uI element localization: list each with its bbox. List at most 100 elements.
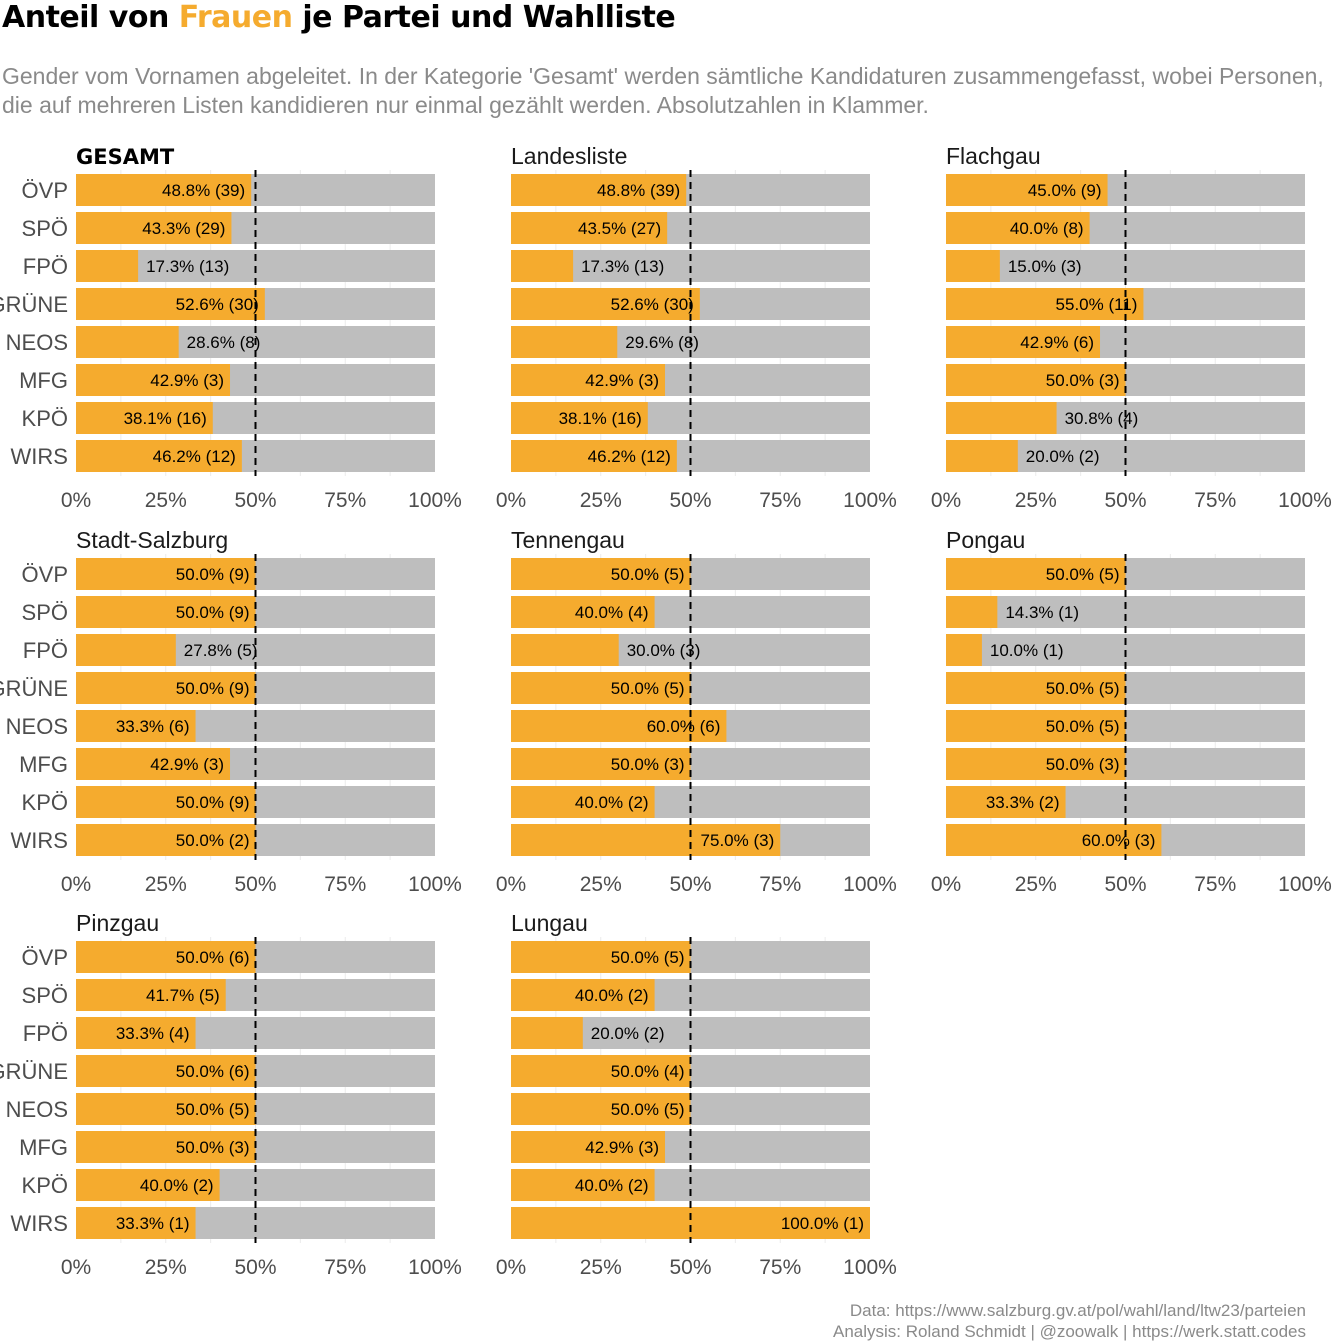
bar-women-pinzgau-grüne xyxy=(76,1055,256,1087)
value-label-pinzgau-wirs: 33.3% (1) xyxy=(116,1214,190,1233)
y-tick-label: KPÖ xyxy=(22,406,68,431)
bar-women-gesamt-grüne xyxy=(76,288,265,320)
bar-women-pongau-spö xyxy=(946,596,998,628)
value-label-lungau-spö: 40.0% (2) xyxy=(575,986,649,1005)
value-label-landesliste-övp: 48.8% (39) xyxy=(597,181,680,200)
value-label-tennengau-neos: 60.0% (6) xyxy=(647,717,721,736)
value-label-gesamt-fpö: 17.3% (13) xyxy=(146,257,229,276)
bar-women-pongau-grüne xyxy=(946,672,1126,704)
chart-title: Anteil von Frauen je Partei und Wahllist… xyxy=(2,0,676,35)
value-label-stadt-salzburg-spö: 50.0% (9) xyxy=(176,603,250,622)
y-tick-label: GRÜNE xyxy=(0,292,68,317)
value-label-landesliste-mfg: 42.9% (3) xyxy=(585,371,659,390)
value-label-flachgau-kpö: 30.8% (4) xyxy=(1065,409,1139,428)
value-label-stadt-salzburg-neos: 33.3% (6) xyxy=(116,717,190,736)
value-label-pinzgau-kpö: 40.0% (2) xyxy=(140,1176,214,1195)
x-tick-label: 25% xyxy=(1015,873,1057,896)
value-label-pongau-övp: 50.0% (5) xyxy=(1046,565,1120,584)
bar-women-lungau-neos xyxy=(511,1093,691,1125)
bar-women-pongau-kpö xyxy=(946,786,1066,818)
value-label-pinzgau-mfg: 50.0% (3) xyxy=(176,1138,250,1157)
x-tick-label: 0% xyxy=(496,1256,526,1279)
value-label-tennengau-grüne: 50.0% (5) xyxy=(611,679,685,698)
bar-women-pinzgau-kpö xyxy=(76,1169,220,1201)
bar-women-gesamt-mfg xyxy=(76,364,231,396)
bar-women-landesliste-wirs xyxy=(511,440,677,472)
bar-women-landesliste-mfg xyxy=(511,364,666,396)
bar-women-stadt-salzburg-neos xyxy=(76,710,196,742)
value-label-tennengau-mfg: 50.0% (3) xyxy=(611,755,685,774)
value-label-pinzgau-övp: 50.0% (6) xyxy=(176,948,250,967)
bar-women-tennengau-wirs xyxy=(511,824,781,856)
y-tick-label: SPÖ xyxy=(22,983,68,1008)
value-label-lungau-wirs: 100.0% (1) xyxy=(781,1214,864,1233)
value-label-tennengau-wirs: 75.0% (3) xyxy=(701,831,775,850)
value-label-lungau-övp: 50.0% (5) xyxy=(611,948,685,967)
bar-women-pinzgau-fpö xyxy=(76,1017,196,1049)
bar-women-stadt-salzburg-wirs xyxy=(76,824,256,856)
bar-women-lungau-grüne xyxy=(511,1055,691,1087)
x-tick-label: 100% xyxy=(1278,873,1332,896)
value-label-flachgau-wirs: 20.0% (2) xyxy=(1026,447,1100,466)
y-tick-label: GRÜNE xyxy=(0,1059,68,1084)
y-tick-label: MFG xyxy=(19,368,68,393)
chart-caption: Data: https://www.salzburg.gv.at/pol/wah… xyxy=(833,1300,1306,1342)
bar-women-pongau-fpö xyxy=(946,634,982,666)
value-label-flachgau-fpö: 15.0% (3) xyxy=(1008,257,1082,276)
value-label-flachgau-mfg: 50.0% (3) xyxy=(1046,371,1120,390)
y-tick-label: FPÖ xyxy=(23,254,68,279)
y-tick-label: FPÖ xyxy=(23,1021,68,1046)
y-tick-label: KPÖ xyxy=(22,790,68,815)
bar-women-tennengau-spö xyxy=(511,596,655,628)
bar-women-pinzgau-neos xyxy=(76,1093,256,1125)
value-label-gesamt-övp: 48.8% (39) xyxy=(162,181,245,200)
y-tick-label: SPÖ xyxy=(22,600,68,625)
bar-women-pongau-mfg xyxy=(946,748,1126,780)
x-tick-label: 75% xyxy=(759,873,801,896)
bar-women-tennengau-fpö xyxy=(511,634,619,666)
bar-women-tennengau-mfg xyxy=(511,748,691,780)
y-tick-label: NEOS xyxy=(6,330,68,355)
bar-women-gesamt-övp xyxy=(76,174,252,206)
bar-women-tennengau-övp xyxy=(511,558,691,590)
x-tick-label: 25% xyxy=(145,489,187,512)
x-tick-label: 50% xyxy=(1104,873,1146,896)
value-label-flachgau-neos: 42.9% (6) xyxy=(1020,333,1094,352)
x-tick-label: 100% xyxy=(408,489,462,512)
value-label-gesamt-wirs: 46.2% (12) xyxy=(153,447,236,466)
y-tick-label: WIRS xyxy=(11,1211,68,1236)
x-tick-label: 0% xyxy=(61,873,91,896)
title-after: je Partei und Wahlliste xyxy=(292,0,676,35)
bar-women-pinzgau-mfg xyxy=(76,1131,256,1163)
y-tick-label: MFG xyxy=(19,1135,68,1160)
x-tick-label: 75% xyxy=(1194,873,1236,896)
bar-women-landesliste-övp xyxy=(511,174,687,206)
value-label-flachgau-övp: 45.0% (9) xyxy=(1028,181,1102,200)
x-tick-label: 50% xyxy=(234,489,276,512)
panel-title-pongau: Pongau xyxy=(946,527,1025,553)
value-label-stadt-salzburg-grüne: 50.0% (9) xyxy=(176,679,250,698)
value-label-pongau-spö: 14.3% (1) xyxy=(1005,603,1079,622)
caption-data-source: Data: https://www.salzburg.gv.at/pol/wah… xyxy=(849,1301,1306,1320)
value-label-pinzgau-neos: 50.0% (5) xyxy=(176,1100,250,1119)
value-label-lungau-grüne: 50.0% (4) xyxy=(611,1062,685,1081)
caption-analysis: Analysis: Roland Schmidt | @zoowalk | ht… xyxy=(832,1322,1306,1341)
title-highlight: Frauen xyxy=(178,0,293,35)
bar-women-gesamt-neos xyxy=(76,326,179,358)
bar-women-landesliste-neos xyxy=(511,326,618,358)
bar-women-stadt-salzburg-grüne xyxy=(76,672,256,704)
bar-women-lungau-fpö xyxy=(511,1017,583,1049)
x-tick-label: 100% xyxy=(843,873,897,896)
x-tick-label: 25% xyxy=(1015,489,1057,512)
value-label-tennengau-kpö: 40.0% (2) xyxy=(575,793,649,812)
value-label-stadt-salzburg-fpö: 27.8% (5) xyxy=(184,641,258,660)
bar-women-lungau-övp xyxy=(511,941,691,973)
bar-women-gesamt-kpö xyxy=(76,402,213,434)
bar-women-tennengau-kpö xyxy=(511,786,655,818)
bar-women-lungau-mfg xyxy=(511,1131,666,1163)
bar-women-flachgau-fpö xyxy=(946,250,1000,282)
x-tick-label: 0% xyxy=(931,489,961,512)
bar-women-flachgau-spö xyxy=(946,212,1090,244)
value-label-landesliste-neos: 29.6% (8) xyxy=(625,333,699,352)
value-label-landesliste-kpö: 38.1% (16) xyxy=(559,409,642,428)
